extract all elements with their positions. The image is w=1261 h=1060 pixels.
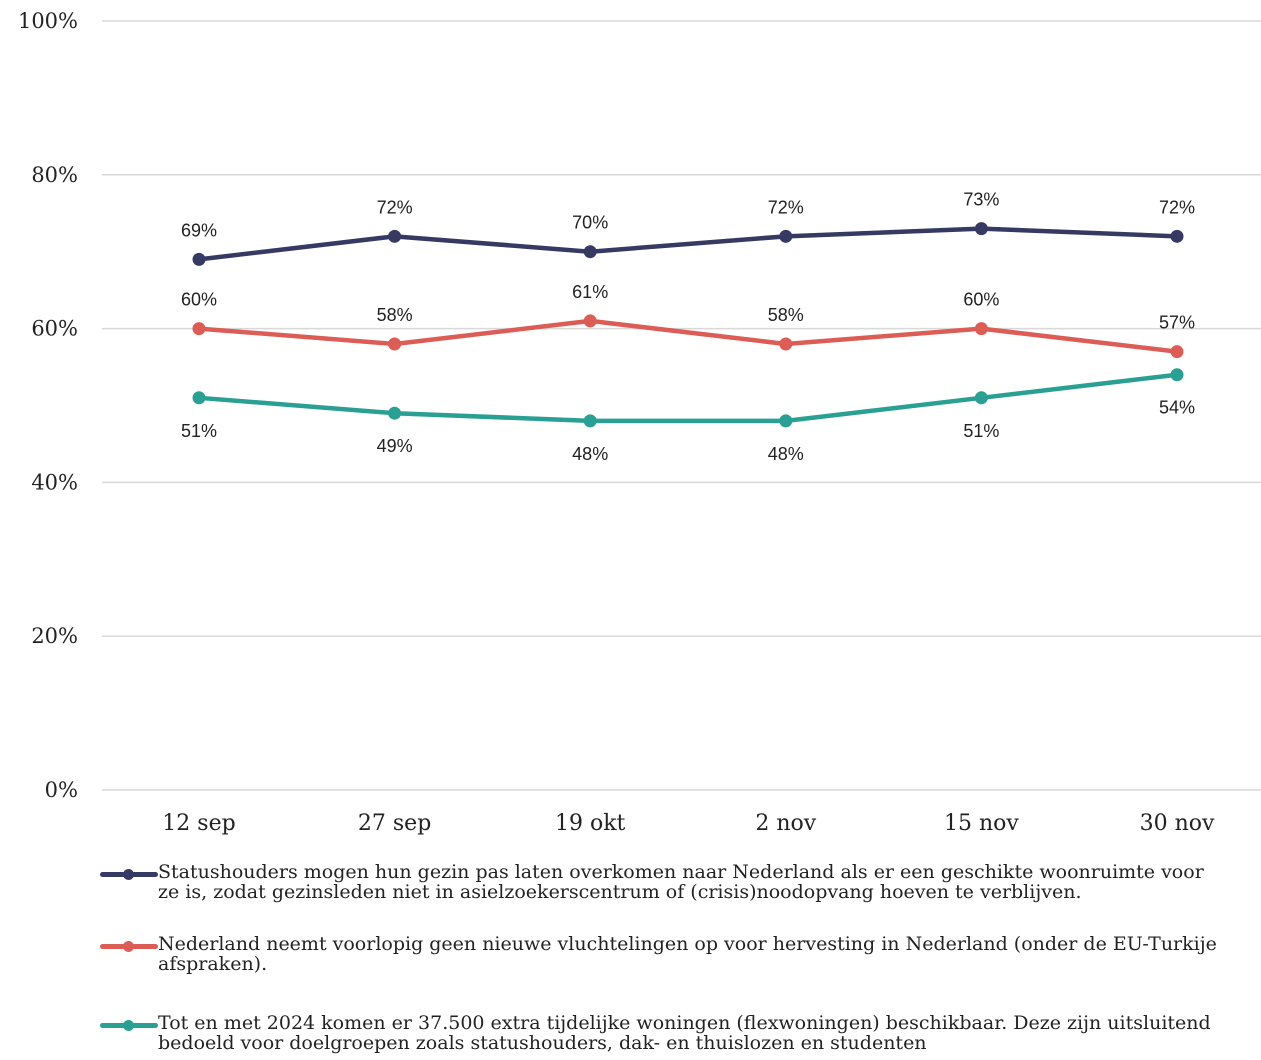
data-label-s1-2: 70%: [572, 213, 608, 233]
data-label-s2-0: 60%: [181, 290, 217, 310]
data-point-s3-1: [388, 406, 402, 420]
legend-swatch-series-3: [100, 1020, 158, 1031]
y-tick-label-2: 40%: [31, 470, 78, 494]
data-label-s1-5: 72%: [1159, 197, 1195, 217]
x-tick-label-4: 15 nov: [944, 811, 1019, 836]
data-label-s2-4: 60%: [963, 290, 999, 310]
data-point-s1-4: [974, 222, 988, 236]
data-label-s3-0: 51%: [181, 421, 217, 441]
data-label-s1-0: 69%: [181, 220, 217, 240]
data-point-s3-2: [583, 414, 597, 428]
data-label-s3-2: 48%: [572, 444, 608, 464]
data-point-s2-5: [1170, 345, 1184, 359]
data-point-s2-3: [779, 337, 793, 351]
data-label-s2-1: 58%: [377, 305, 413, 325]
data-point-s1-5: [1170, 229, 1184, 243]
data-label-s2-2: 61%: [572, 282, 608, 302]
legend-swatch-series-1: [100, 869, 158, 880]
data-point-s2-2: [583, 314, 597, 328]
data-point-s2-1: [388, 337, 402, 351]
data-label-s3-1: 49%: [377, 436, 413, 456]
data-label-s1-1: 72%: [377, 197, 413, 217]
legend-swatch-series-2: [100, 941, 158, 952]
data-point-s3-3: [779, 414, 793, 428]
data-label-s1-3: 72%: [768, 197, 804, 217]
y-tick-label-0: 0%: [45, 778, 78, 802]
data-point-s2-0: [192, 322, 206, 336]
series-line-1: [196, 226, 1180, 262]
y-tick-label-4: 80%: [31, 163, 78, 187]
series-line-3: [196, 372, 1180, 424]
y-tick-label-1: 20%: [31, 624, 78, 648]
legend-label-series-1: Statushouders mogen hun gezin pas laten …: [158, 861, 1204, 903]
data-point-s1-2: [583, 245, 597, 259]
data-label-s3-4: 51%: [963, 421, 999, 441]
legend-label-series-3: Tot en met 2024 komen er 37.500 extra ti…: [158, 1012, 1211, 1054]
data-label-s2-5: 57%: [1159, 313, 1195, 333]
data-point-s3-0: [192, 391, 206, 405]
data-point-s3-5: [1170, 368, 1184, 382]
y-tick-label-5: 100%: [18, 9, 78, 33]
data-label-s2-3: 58%: [768, 305, 804, 325]
data-label-s1-4: 73%: [963, 190, 999, 210]
series-line-2: [196, 318, 1180, 354]
y-tick-label-3: 60%: [31, 317, 78, 341]
x-tick-label-2: 19 okt: [555, 811, 626, 836]
chart-plot: 0% 20% 40% 60% 80% 100% 12 sep 27 sep 19 okt 2 no…: [18, 9, 1261, 836]
x-tick-label-0: 12 sep: [162, 811, 235, 836]
x-tick-label-5: 30 nov: [1140, 811, 1215, 836]
data-point-s2-4: [974, 322, 988, 336]
data-label-s3-3: 48%: [768, 444, 804, 464]
data-point-s1-1: [388, 229, 402, 243]
data-point-s1-3: [779, 229, 793, 243]
data-label-s3-5: 54%: [1159, 398, 1195, 418]
data-point-s1-0: [192, 252, 206, 266]
data-point-s3-4: [974, 391, 988, 405]
x-tick-label-1: 27 sep: [358, 811, 431, 836]
legend-label-series-2: Nederland neemt voorlopig geen nieuwe vl…: [158, 933, 1217, 975]
x-tick-label-3: 2 nov: [755, 811, 816, 836]
